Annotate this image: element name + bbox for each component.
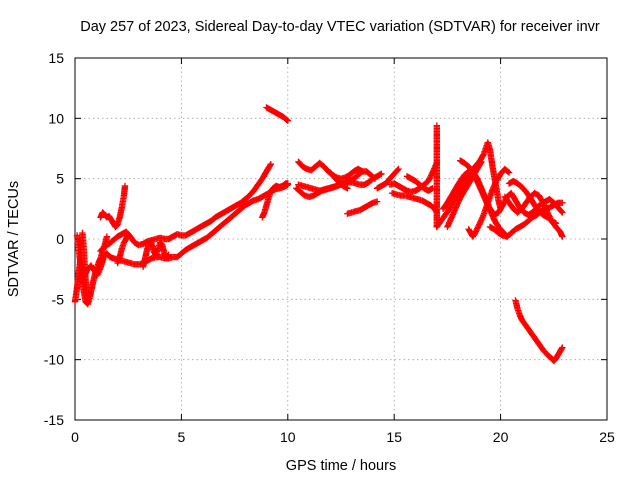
series-track-20 [433,139,504,231]
series-track-09 [263,104,291,124]
x-tick-label: 20 [493,429,509,445]
series-track-28 [512,297,566,365]
marker-path [344,198,381,217]
marker-path [139,238,172,270]
y-axis-label: SDTVAR / TECUs [6,181,22,297]
series-track-15 [374,165,402,192]
y-tick-label: -5 [52,291,65,307]
x-tick-label: 25 [599,429,615,445]
y-tick-label: 0 [56,231,64,247]
marker-path [505,177,560,227]
marker-path [327,169,351,192]
marker-path [374,165,402,192]
x-axis-label: GPS time / hours [286,458,396,474]
series-track-24 [465,165,513,240]
series-track-14 [344,198,381,217]
series-track-08 [259,180,291,221]
chart-title: Day 257 of 2023, Sidereal Day-to-day VTE… [80,19,600,35]
marker-path [259,180,291,221]
y-tick-label: 15 [48,50,64,66]
x-tick-label: 10 [280,429,296,445]
series-track-19 [433,122,440,231]
series-track-06 [114,231,132,267]
marker-path [97,161,274,255]
y-tick-label: -15 [44,412,64,428]
marker-path [403,173,436,194]
marker-path [433,139,504,231]
axis-ticks: 0 5 10 15 20 25 -15 -10 -5 0 5 10 15 [44,50,615,445]
y-tick-label: -10 [44,352,64,368]
x-tick-label: 5 [178,429,186,445]
y-tick-label: 10 [48,110,64,126]
x-tick-label: 0 [71,429,79,445]
series-track-04 [97,161,274,255]
marker-path [263,104,291,124]
y-tick-label: 5 [56,171,64,187]
x-tick-label: 15 [386,429,402,445]
series-track-27 [505,177,560,227]
series-track-13 [327,169,351,192]
marker-path [512,297,566,365]
series-track-18 [403,173,436,194]
marker-path [114,231,132,267]
marker-path [465,165,513,240]
marker-path [97,182,129,231]
series-track-07 [139,238,172,270]
data-points [71,104,566,365]
series-track-05 [97,182,129,231]
marker-path [433,122,440,231]
